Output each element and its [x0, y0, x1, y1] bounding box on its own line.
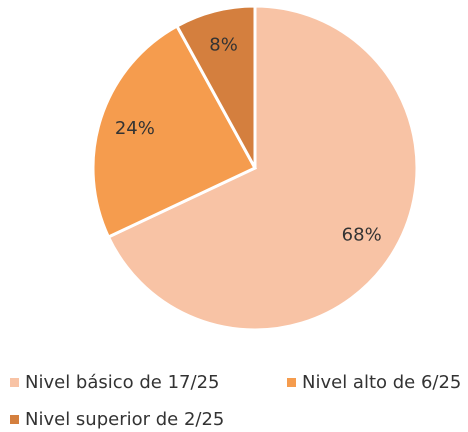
legend-swatch	[287, 378, 296, 387]
data-label: 68%	[342, 225, 382, 246]
data-label: 8%	[209, 35, 238, 56]
legend-swatch	[10, 415, 19, 424]
legend-swatch	[10, 378, 19, 387]
pie-slice	[106, 4, 419, 332]
pie-slice	[174, 4, 257, 169]
legend-label: Nivel alto de 6/25	[302, 372, 461, 393]
legend-label: Nivel superior de 2/25	[25, 409, 224, 430]
data-label: 24%	[115, 118, 155, 139]
pie-slice	[91, 24, 258, 239]
legend-label: Nivel básico de 17/25	[25, 372, 219, 393]
